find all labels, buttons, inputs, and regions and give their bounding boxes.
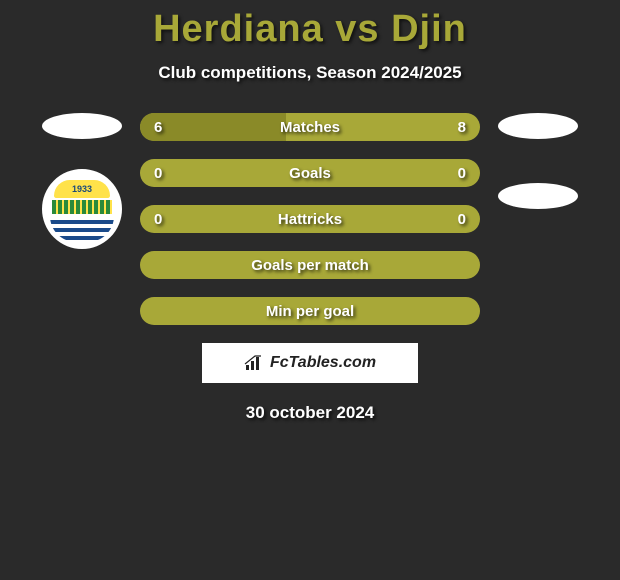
- page-title: Herdiana vs Djin: [0, 8, 620, 51]
- logo-stripes: [52, 200, 112, 214]
- stat-value-left: 0: [154, 165, 162, 182]
- left-player-col: 1933: [42, 113, 122, 249]
- stat-label: Goals per match: [251, 257, 369, 274]
- stat-label: Hattricks: [278, 211, 342, 228]
- logo-waves: [50, 216, 114, 242]
- stat-value-left: 0: [154, 211, 162, 228]
- attribution-badge: FcTables.com: [202, 343, 418, 383]
- stat-label: Matches: [280, 119, 340, 136]
- stat-bar-goals: 0 Goals 0: [140, 159, 480, 187]
- attribution-text: FcTables.com: [270, 354, 376, 372]
- stat-value-right: 0: [458, 211, 466, 228]
- logo-year-badge: 1933: [54, 180, 110, 198]
- stat-label: Min per goal: [266, 303, 354, 320]
- subtitle: Club competitions, Season 2024/2025: [0, 63, 620, 83]
- stat-value-left: 6: [154, 119, 162, 136]
- stats-bars: 6 Matches 8 0 Goals 0 0 Hattricks 0 Goals per mat…: [140, 113, 480, 325]
- stat-value-right: 0: [458, 165, 466, 182]
- stat-bar-min-per-goal: Min per goal: [140, 297, 480, 325]
- team-logo-left: 1933: [42, 169, 122, 249]
- stat-value-right: 8: [458, 119, 466, 136]
- stat-bar-matches: 6 Matches 8: [140, 113, 480, 141]
- player-ellipse-left-1: [42, 113, 122, 139]
- stat-bar-hattricks: 0 Hattricks 0: [140, 205, 480, 233]
- player-ellipse-right-2: [498, 183, 578, 209]
- player-ellipse-right-1: [498, 113, 578, 139]
- stat-label: Goals: [289, 165, 331, 182]
- main-area: 1933 6 Matches 8 0 Goals 0 0 Hattricks 0 Goals pe…: [0, 113, 620, 325]
- infographic-container: Herdiana vs Djin Club competitions, Seas…: [0, 0, 620, 423]
- date-text: 30 october 2024: [0, 403, 620, 423]
- chart-icon: [244, 355, 264, 371]
- stat-bar-goals-per-match: Goals per match: [140, 251, 480, 279]
- right-player-col: [498, 113, 578, 209]
